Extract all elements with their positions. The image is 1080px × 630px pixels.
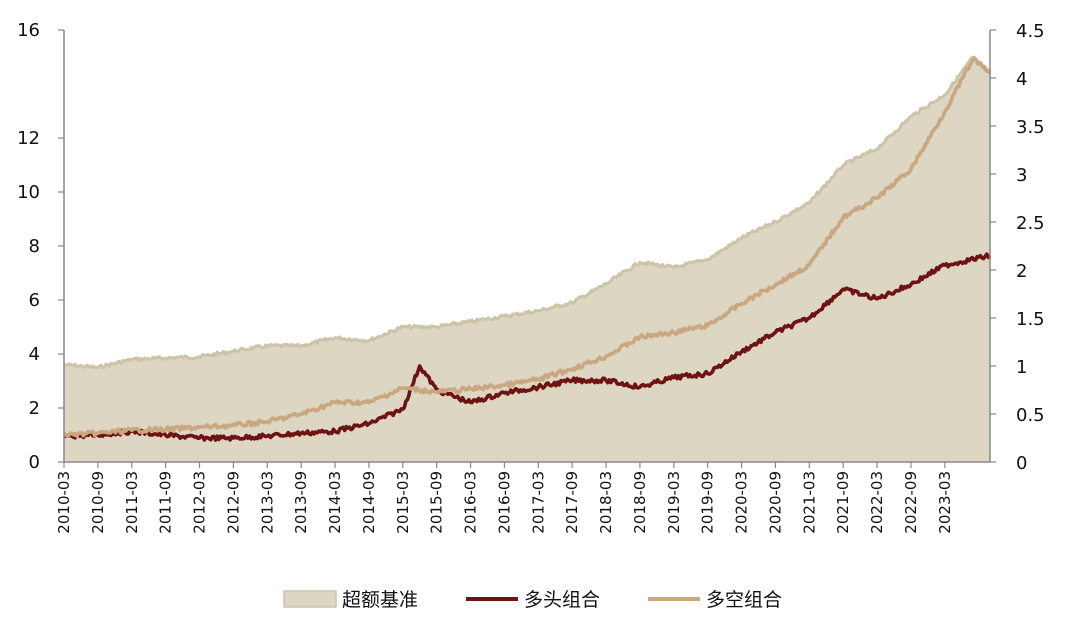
x-tick-label: 2015-03 (394, 471, 412, 534)
series-area-excess-benchmark (64, 57, 990, 462)
legend-swatch-area (283, 590, 337, 608)
legend: 超额基准 多头组合 多空组合 (283, 589, 782, 611)
y-left-tick-label: 10 (17, 182, 40, 203)
x-tick-label: 2018-09 (631, 471, 649, 534)
y-right-tick-label: 4.5 (1016, 21, 1045, 42)
legend-label: 多空组合 (706, 589, 782, 611)
y-right-tick-label: 1.5 (1016, 309, 1045, 330)
y-left-tick-label: 8 (29, 236, 40, 257)
x-tick-label: 2010-09 (89, 471, 107, 534)
x-tick-label: 2017-09 (563, 471, 581, 534)
y-left-tick-label: 16 (17, 20, 40, 41)
line-layer (63, 57, 992, 442)
y-left-ticks: 0 2 4 6 8 10 12 16 (17, 20, 64, 473)
y-right-tick-label: 3.5 (1016, 117, 1045, 138)
legend-label: 多头组合 (524, 589, 600, 611)
x-tick-label: 2022-09 (902, 471, 920, 534)
area-layer (63, 55, 992, 462)
x-tick-label: 2010-03 (55, 471, 73, 534)
x-tick-label: 2011-09 (157, 471, 175, 534)
x-tick-label: 2012-03 (191, 471, 209, 534)
series-area-edge (63, 55, 992, 370)
x-tick-label: 2020-09 (766, 471, 784, 534)
x-tick-label: 2016-03 (462, 471, 480, 534)
legend-label: 超额基准 (342, 589, 418, 611)
series-line-long (63, 252, 992, 442)
y-left-tick-label: 12 (17, 128, 40, 149)
y-left-tick-label: 4 (29, 344, 40, 365)
y-right-tick-label: 4 (1016, 69, 1027, 90)
x-tick-label: 2012-09 (224, 471, 242, 534)
y-left-tick-label: 2 (29, 398, 40, 419)
x-tick-label: 2021-03 (800, 471, 818, 534)
x-tick-label: 2019-03 (665, 471, 683, 534)
y-right-tick-label: 0 (1016, 453, 1027, 474)
x-tick-label: 2023-03 (936, 471, 954, 534)
x-tick-label: 2013-09 (292, 471, 310, 534)
x-ticks: 2010-03 2010-09 2011-03 2011-09 2012-03 2012-… (55, 462, 954, 534)
x-tick-label: 2020-03 (733, 471, 751, 534)
x-tick-label: 2022-03 (868, 471, 886, 534)
y-right-tick-label: 2 (1016, 261, 1027, 282)
x-tick-label: 2019-09 (699, 471, 717, 534)
y-right-tick-label: 1 (1016, 357, 1027, 378)
x-tick-label: 2014-09 (360, 471, 378, 534)
y-right-ticks: 0 0.5 1 1.5 2 2.5 3 3.5 4 4.5 (990, 21, 1045, 474)
y-right-tick-label: 3 (1016, 165, 1027, 186)
x-tick-label: 2013-03 (258, 471, 276, 534)
y-left-tick-label: 0 (29, 452, 40, 473)
x-tick-label: 2015-09 (428, 471, 446, 534)
series-line-long-short (63, 57, 992, 439)
y-right-tick-label: 0.5 (1016, 405, 1045, 426)
y-left-tick-label: 6 (29, 290, 40, 311)
x-tick-label: 2014-03 (326, 471, 344, 534)
x-tick-label: 2016-09 (495, 471, 513, 534)
x-tick-label: 2018-03 (597, 471, 615, 534)
x-tick-label: 2017-03 (529, 471, 547, 534)
x-tick-label: 2011-03 (123, 471, 141, 534)
x-tick-label: 2021-09 (834, 471, 852, 534)
y-right-tick-label: 2.5 (1016, 213, 1045, 234)
